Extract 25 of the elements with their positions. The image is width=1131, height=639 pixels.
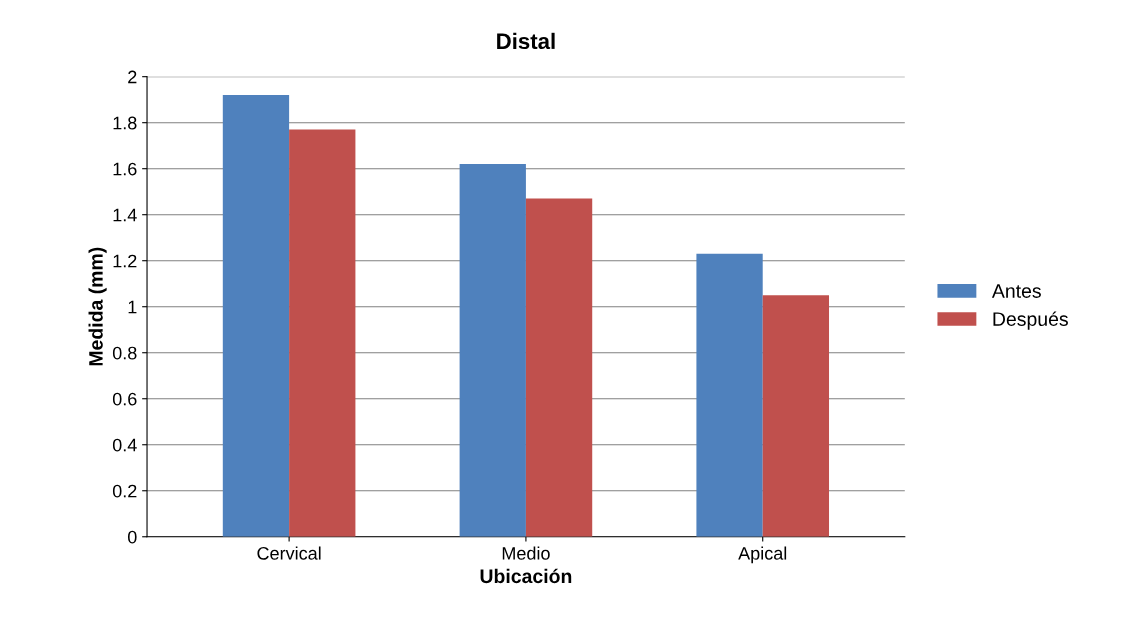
y-tick-label: 0.2 bbox=[112, 484, 137, 498]
legend-label: Antes bbox=[991, 284, 1041, 298]
bar bbox=[762, 295, 830, 537]
bar bbox=[222, 95, 290, 537]
chart-title: Distal bbox=[497, 32, 555, 50]
bar bbox=[289, 129, 356, 537]
x-tick-label: Medio bbox=[502, 546, 550, 560]
y-tick-label: 0.6 bbox=[112, 392, 137, 406]
y-tick-label: 0.8 bbox=[112, 346, 137, 360]
x-tick-label: Apical bbox=[738, 546, 787, 564]
y-tick-label: 2 bbox=[128, 70, 137, 84]
bar bbox=[459, 164, 526, 537]
legend-label: Después bbox=[993, 311, 1068, 330]
y-tick-label: 1 bbox=[128, 300, 137, 314]
bar bbox=[696, 253, 763, 537]
y-axis-title: Medida (mm) bbox=[88, 247, 107, 366]
y-tick-label: 1.4 bbox=[113, 208, 137, 222]
y-tick-label: 1.8 bbox=[113, 116, 137, 130]
y-tick-label: 1.2 bbox=[113, 254, 137, 268]
x-tick-label: Cervical bbox=[257, 546, 321, 560]
y-tick-label: 0 bbox=[127, 530, 137, 544]
bar bbox=[525, 198, 593, 537]
y-tick-label: 1.6 bbox=[113, 162, 137, 176]
y-tick-label: 0.4 bbox=[112, 438, 137, 452]
x-axis-title: Ubicación bbox=[480, 568, 572, 584]
